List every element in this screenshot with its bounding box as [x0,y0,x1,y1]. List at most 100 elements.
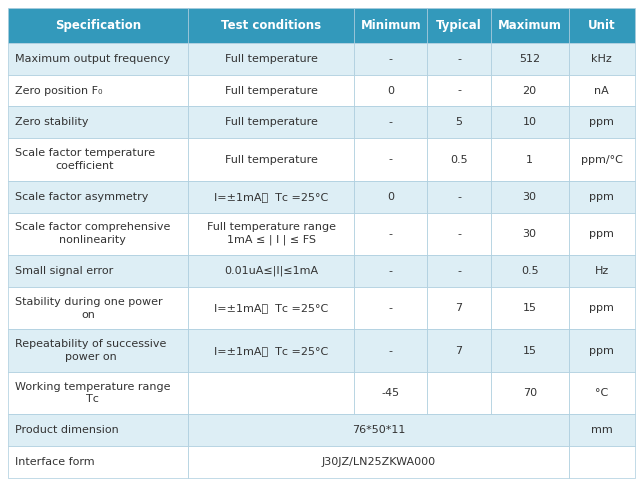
Text: 30: 30 [523,191,537,202]
Bar [568,74,635,106]
Bar [491,43,568,74]
Bar [568,212,635,255]
Bar [8,8,188,43]
Bar [8,414,188,446]
Bar [568,255,635,287]
Bar [491,106,568,139]
Bar [8,139,188,181]
Bar [188,446,568,478]
Bar [568,446,635,478]
Text: Full temperature: Full temperature [225,155,318,165]
Bar [428,8,491,43]
Bar [188,74,354,106]
Text: Zero stability: Zero stability [15,117,89,127]
Bar [354,139,428,181]
Bar [491,212,568,255]
Bar [428,330,491,372]
Text: -: - [389,346,393,356]
Text: -: - [389,117,393,127]
Text: Scale factor comprehensive
nonlinearity: Scale factor comprehensive nonlinearity [15,223,170,245]
Text: Minimum: Minimum [361,19,421,32]
Text: Typical: Typical [436,19,482,32]
Text: -: - [457,53,461,64]
Bar [8,43,188,74]
Bar [354,372,428,414]
Text: Repeatability of successive
power on: Repeatability of successive power on [15,339,167,362]
Text: Full temperature range
1mA ≤ | I | ≤ FS: Full temperature range 1mA ≤ | I | ≤ FS [207,222,336,245]
Bar [188,181,354,212]
Bar [8,372,188,414]
Bar [188,106,354,139]
Text: ppm: ppm [590,303,614,313]
Text: Full temperature: Full temperature [225,53,318,64]
Bar [568,372,635,414]
Bar [354,212,428,255]
Text: Full temperature: Full temperature [225,86,318,96]
Text: Zero position F₀: Zero position F₀ [15,86,102,96]
Text: Working temperature range
Tᴄ: Working temperature range Tᴄ [15,382,170,404]
Bar [8,181,188,212]
Bar [354,8,428,43]
Text: 76*50*11: 76*50*11 [352,425,405,435]
Bar [491,287,568,330]
Text: ppm/°C: ppm/°C [581,155,623,165]
Bar [188,255,354,287]
Text: -: - [389,229,393,239]
Text: I=±1mA，  Tᴄ =25°C: I=±1mA， Tᴄ =25°C [214,346,329,356]
Bar [354,181,428,212]
Text: 512: 512 [519,53,540,64]
Bar [491,372,568,414]
Text: Test conditions: Test conditions [221,19,322,32]
Text: -: - [457,86,461,96]
Bar [354,287,428,330]
Text: Small signal error: Small signal error [15,266,113,276]
Bar [8,287,188,330]
Text: 7: 7 [455,303,462,313]
Text: 15: 15 [523,303,537,313]
Text: 15: 15 [523,346,537,356]
Text: Stability during one power
on: Stability during one power on [15,297,163,319]
Text: mm: mm [591,425,613,435]
Bar [568,43,635,74]
Bar [8,74,188,106]
Bar [188,330,354,372]
Text: -: - [457,191,461,202]
Bar [354,74,428,106]
Bar [428,43,491,74]
Bar [568,8,635,43]
Bar [568,330,635,372]
Text: I=±1mA，  Tᴄ =25°C: I=±1mA， Tᴄ =25°C [214,303,329,313]
Bar [8,106,188,139]
Bar [188,212,354,255]
Bar [491,8,568,43]
Bar [354,255,428,287]
Text: kHz: kHz [592,53,612,64]
Text: -: - [389,266,393,276]
Bar [428,372,491,414]
Bar [428,74,491,106]
Bar [428,212,491,255]
Text: 0.01uA≤|I|≤1mA: 0.01uA≤|I|≤1mA [224,266,318,276]
Bar [428,106,491,139]
Text: 30: 30 [523,229,537,239]
Text: 7: 7 [455,346,462,356]
Bar [188,414,568,446]
Bar [188,372,354,414]
Text: Interface form: Interface form [15,457,95,467]
Bar [188,287,354,330]
Bar [568,181,635,212]
Text: 1: 1 [526,155,533,165]
Bar [8,446,188,478]
Bar [428,287,491,330]
Text: Hz: Hz [595,266,609,276]
Bar [188,43,354,74]
Text: J30JZ/LN25ZKWA000: J30JZ/LN25ZKWA000 [322,457,435,467]
Text: -: - [457,229,461,239]
Text: Scale factor temperature
coefficient: Scale factor temperature coefficient [15,148,155,171]
Text: Maximum output frequency: Maximum output frequency [15,53,170,64]
Bar [491,74,568,106]
Text: Specification: Specification [55,19,141,32]
Bar [491,139,568,181]
Bar [8,212,188,255]
Bar [568,106,635,139]
